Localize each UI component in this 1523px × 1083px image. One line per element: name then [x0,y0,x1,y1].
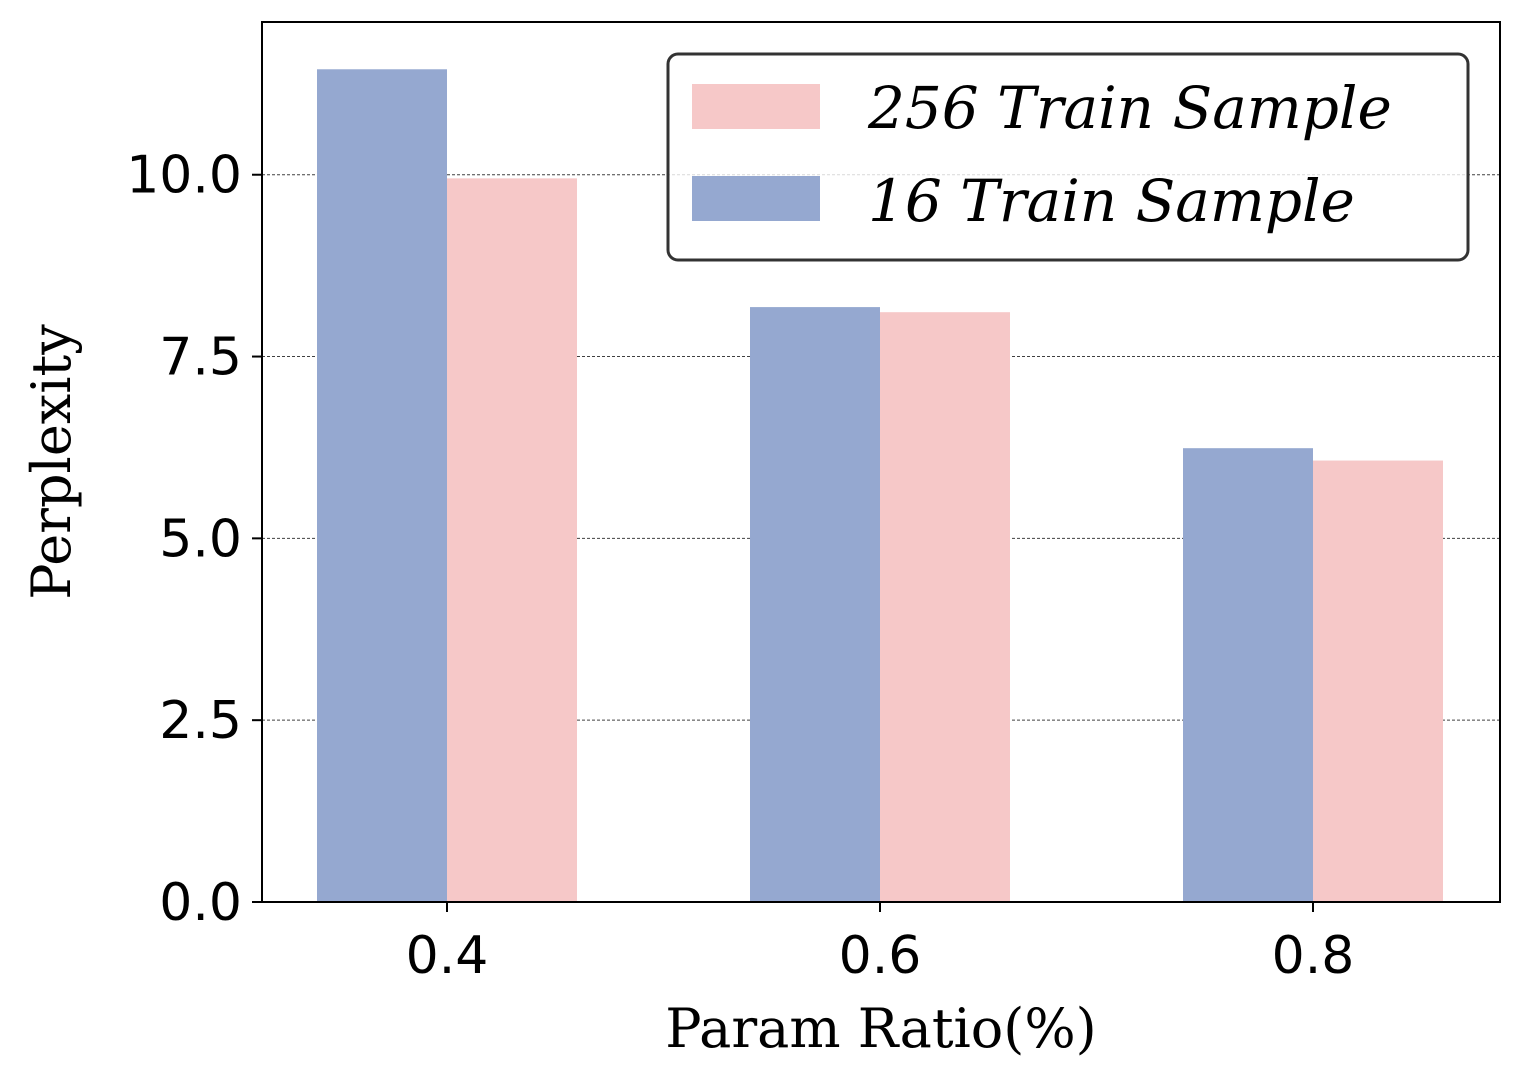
bar-256-train-sample-0-6 [880,312,1010,902]
legend-swatch-16-train-sample [692,176,820,221]
bar-16-train-sample-0-6 [750,307,880,902]
x-tick-label: 0.8 [1272,926,1355,986]
legend-frame [666,52,1470,262]
y-tick-label: 5.0 [159,509,242,569]
bar-16-train-sample-0-4 [317,69,447,903]
x-tick-label: 0.6 [839,926,922,986]
y-tick-label: 7.5 [159,328,242,388]
bar-256-train-sample-0-8 [1313,460,1443,902]
x-tick-label: 0.4 [406,926,489,986]
y-tick-label: 0.0 [159,873,242,933]
legend-label-16-train-sample: 16 Train Sample [868,167,1355,235]
bars [317,69,1443,903]
bar-256-train-sample-0-4 [447,178,577,902]
axis-ticks: 0.0 2.5 5.0 7.5 10.0 0.4 0.6 0.8 [126,146,1354,986]
legend-swatch-256-train-sample [692,84,820,129]
legend: 256 Train Sample 16 Train Sample [666,52,1470,262]
x-axis-title: Param Ratio(%) [665,997,1097,1060]
y-tick-label: 10.0 [126,146,242,206]
y-tick-label: 2.5 [159,691,242,751]
legend-label-256-train-sample: 256 Train Sample [867,74,1392,142]
y-axis-title: Perplexity [20,324,83,600]
bar-16-train-sample-0-8 [1183,448,1313,902]
